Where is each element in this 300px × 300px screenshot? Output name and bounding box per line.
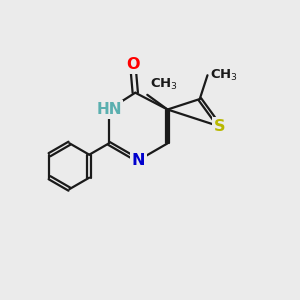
Text: CH$_3$: CH$_3$	[150, 77, 178, 92]
Text: CH$_3$: CH$_3$	[210, 68, 238, 83]
Text: HN: HN	[96, 102, 122, 117]
Text: O: O	[126, 57, 140, 72]
Text: N: N	[131, 153, 145, 168]
Text: S: S	[214, 119, 225, 134]
